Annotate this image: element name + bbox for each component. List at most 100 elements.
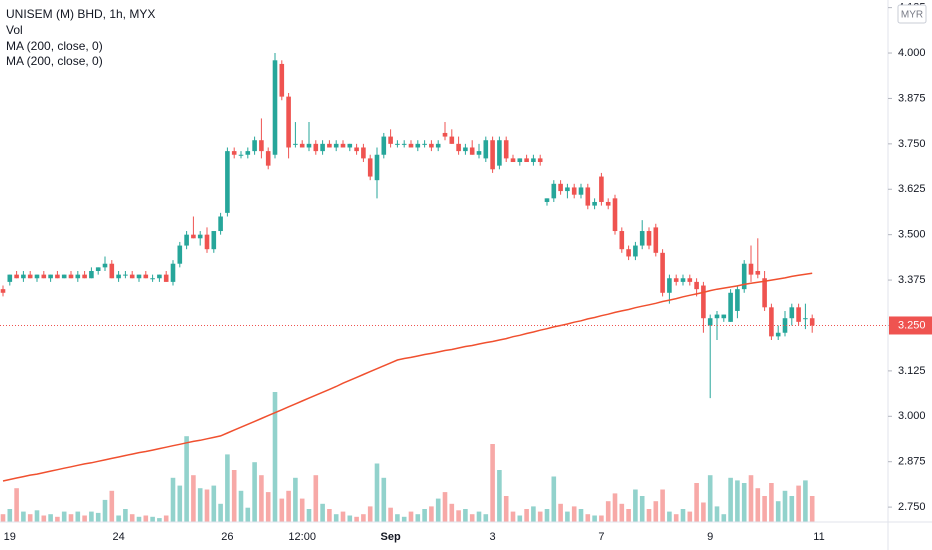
candle-body bbox=[388, 136, 393, 144]
candle-body bbox=[347, 143, 353, 148]
volume-bar bbox=[21, 511, 26, 522]
candle-body bbox=[796, 307, 801, 322]
volume-bar bbox=[775, 501, 781, 522]
volume-bar bbox=[143, 515, 149, 522]
volume-bar bbox=[714, 506, 720, 522]
candle-body bbox=[680, 278, 686, 282]
volume-bar bbox=[626, 509, 631, 522]
volume-bar bbox=[265, 492, 271, 522]
candle-body bbox=[21, 274, 26, 279]
candle-body bbox=[327, 143, 332, 148]
candle-body bbox=[755, 270, 761, 275]
candle-body bbox=[401, 143, 407, 145]
volume-bar bbox=[340, 511, 346, 522]
volume-bar bbox=[503, 496, 509, 522]
volume-bar bbox=[109, 490, 115, 522]
volume-bar bbox=[41, 515, 47, 522]
volume-bar bbox=[571, 506, 577, 522]
candle-body bbox=[102, 263, 108, 268]
volume-bar bbox=[272, 392, 278, 522]
last-price-label: 3.250 bbox=[898, 319, 926, 331]
candle-body bbox=[558, 183, 563, 192]
candle-body bbox=[279, 63, 285, 97]
candle-body bbox=[218, 216, 223, 232]
y-tick-label: 2.875 bbox=[898, 456, 926, 468]
moving-average bbox=[2, 272, 813, 482]
candle-body bbox=[408, 143, 414, 148]
volume-bar bbox=[401, 516, 407, 522]
volume-bar bbox=[27, 514, 33, 522]
volume-bar bbox=[279, 498, 285, 522]
volume-bar bbox=[123, 509, 128, 522]
volume-bar bbox=[762, 496, 767, 522]
y-tick-label: 3.625 bbox=[898, 183, 926, 195]
candle-body bbox=[354, 147, 359, 152]
volume-bar bbox=[456, 510, 461, 522]
candle-body bbox=[0, 289, 6, 293]
volume-bar bbox=[388, 507, 393, 522]
volume-bar bbox=[299, 498, 305, 522]
x-tick-label: 19 bbox=[4, 531, 16, 543]
candle-body bbox=[340, 143, 346, 148]
candle-body bbox=[245, 151, 251, 155]
candle-body bbox=[89, 270, 94, 279]
candle-body bbox=[483, 140, 489, 159]
volume-bar bbox=[537, 511, 543, 522]
candle-body bbox=[286, 96, 291, 148]
candle-body bbox=[524, 158, 529, 163]
volume-bar bbox=[48, 514, 53, 522]
legend-item: MA (200, close, 0) bbox=[6, 39, 103, 53]
y-tick-label: 3.500 bbox=[898, 229, 926, 241]
candle-body bbox=[191, 234, 196, 239]
candle-body bbox=[82, 274, 87, 279]
candle-body bbox=[782, 318, 788, 333]
candle-body bbox=[197, 234, 203, 239]
candle-body bbox=[660, 252, 665, 293]
candle-body bbox=[687, 278, 693, 282]
candle-body bbox=[449, 136, 455, 144]
candle-body bbox=[456, 143, 461, 152]
volume-bar bbox=[293, 477, 298, 522]
candle-body bbox=[762, 278, 767, 308]
legend-item: MA (200, close, 0) bbox=[6, 54, 103, 68]
volume-bar bbox=[381, 477, 387, 522]
candle-body bbox=[361, 147, 366, 159]
candle-body bbox=[544, 198, 550, 202]
volume-bar bbox=[408, 511, 414, 522]
volume-bar bbox=[735, 480, 740, 522]
candle-body bbox=[395, 143, 400, 145]
candle-body bbox=[163, 274, 169, 282]
volume-bar bbox=[75, 511, 81, 522]
volume-bar bbox=[347, 515, 353, 522]
y-tick-label: 3.375 bbox=[898, 274, 926, 286]
candle-body bbox=[109, 263, 115, 279]
candle-body bbox=[633, 245, 638, 257]
candle-body bbox=[653, 227, 659, 253]
axes: 2.750 2.875 3.000 3.125 3.250 3.375 3.500 3.625… bbox=[4, 2, 932, 543]
candle-body bbox=[673, 278, 679, 282]
volume-bar bbox=[204, 489, 210, 522]
volume-bar bbox=[728, 477, 733, 522]
candle-body bbox=[374, 154, 380, 181]
volume-bar bbox=[225, 454, 230, 522]
currency[interactable]: MYR bbox=[901, 10, 923, 21]
currency-box[interactable] bbox=[897, 4, 927, 24]
volume-bar bbox=[721, 514, 727, 522]
x-tick-label: 7 bbox=[598, 531, 604, 543]
volume-bar bbox=[95, 512, 101, 522]
candle-body bbox=[136, 274, 142, 279]
volume-bar bbox=[544, 509, 550, 522]
candle-body bbox=[184, 234, 189, 246]
volume-bar bbox=[34, 510, 40, 522]
volume-bar bbox=[177, 485, 183, 522]
volume-bar bbox=[646, 509, 652, 522]
volume-bar bbox=[422, 509, 427, 522]
candle-body bbox=[129, 274, 135, 279]
candle-body bbox=[306, 143, 312, 148]
volume-bar bbox=[599, 515, 604, 522]
volume-bar bbox=[68, 514, 74, 522]
volume-bar bbox=[510, 511, 516, 522]
candle-body bbox=[333, 143, 339, 148]
volume-bar bbox=[415, 514, 421, 522]
candle-body bbox=[537, 158, 543, 163]
